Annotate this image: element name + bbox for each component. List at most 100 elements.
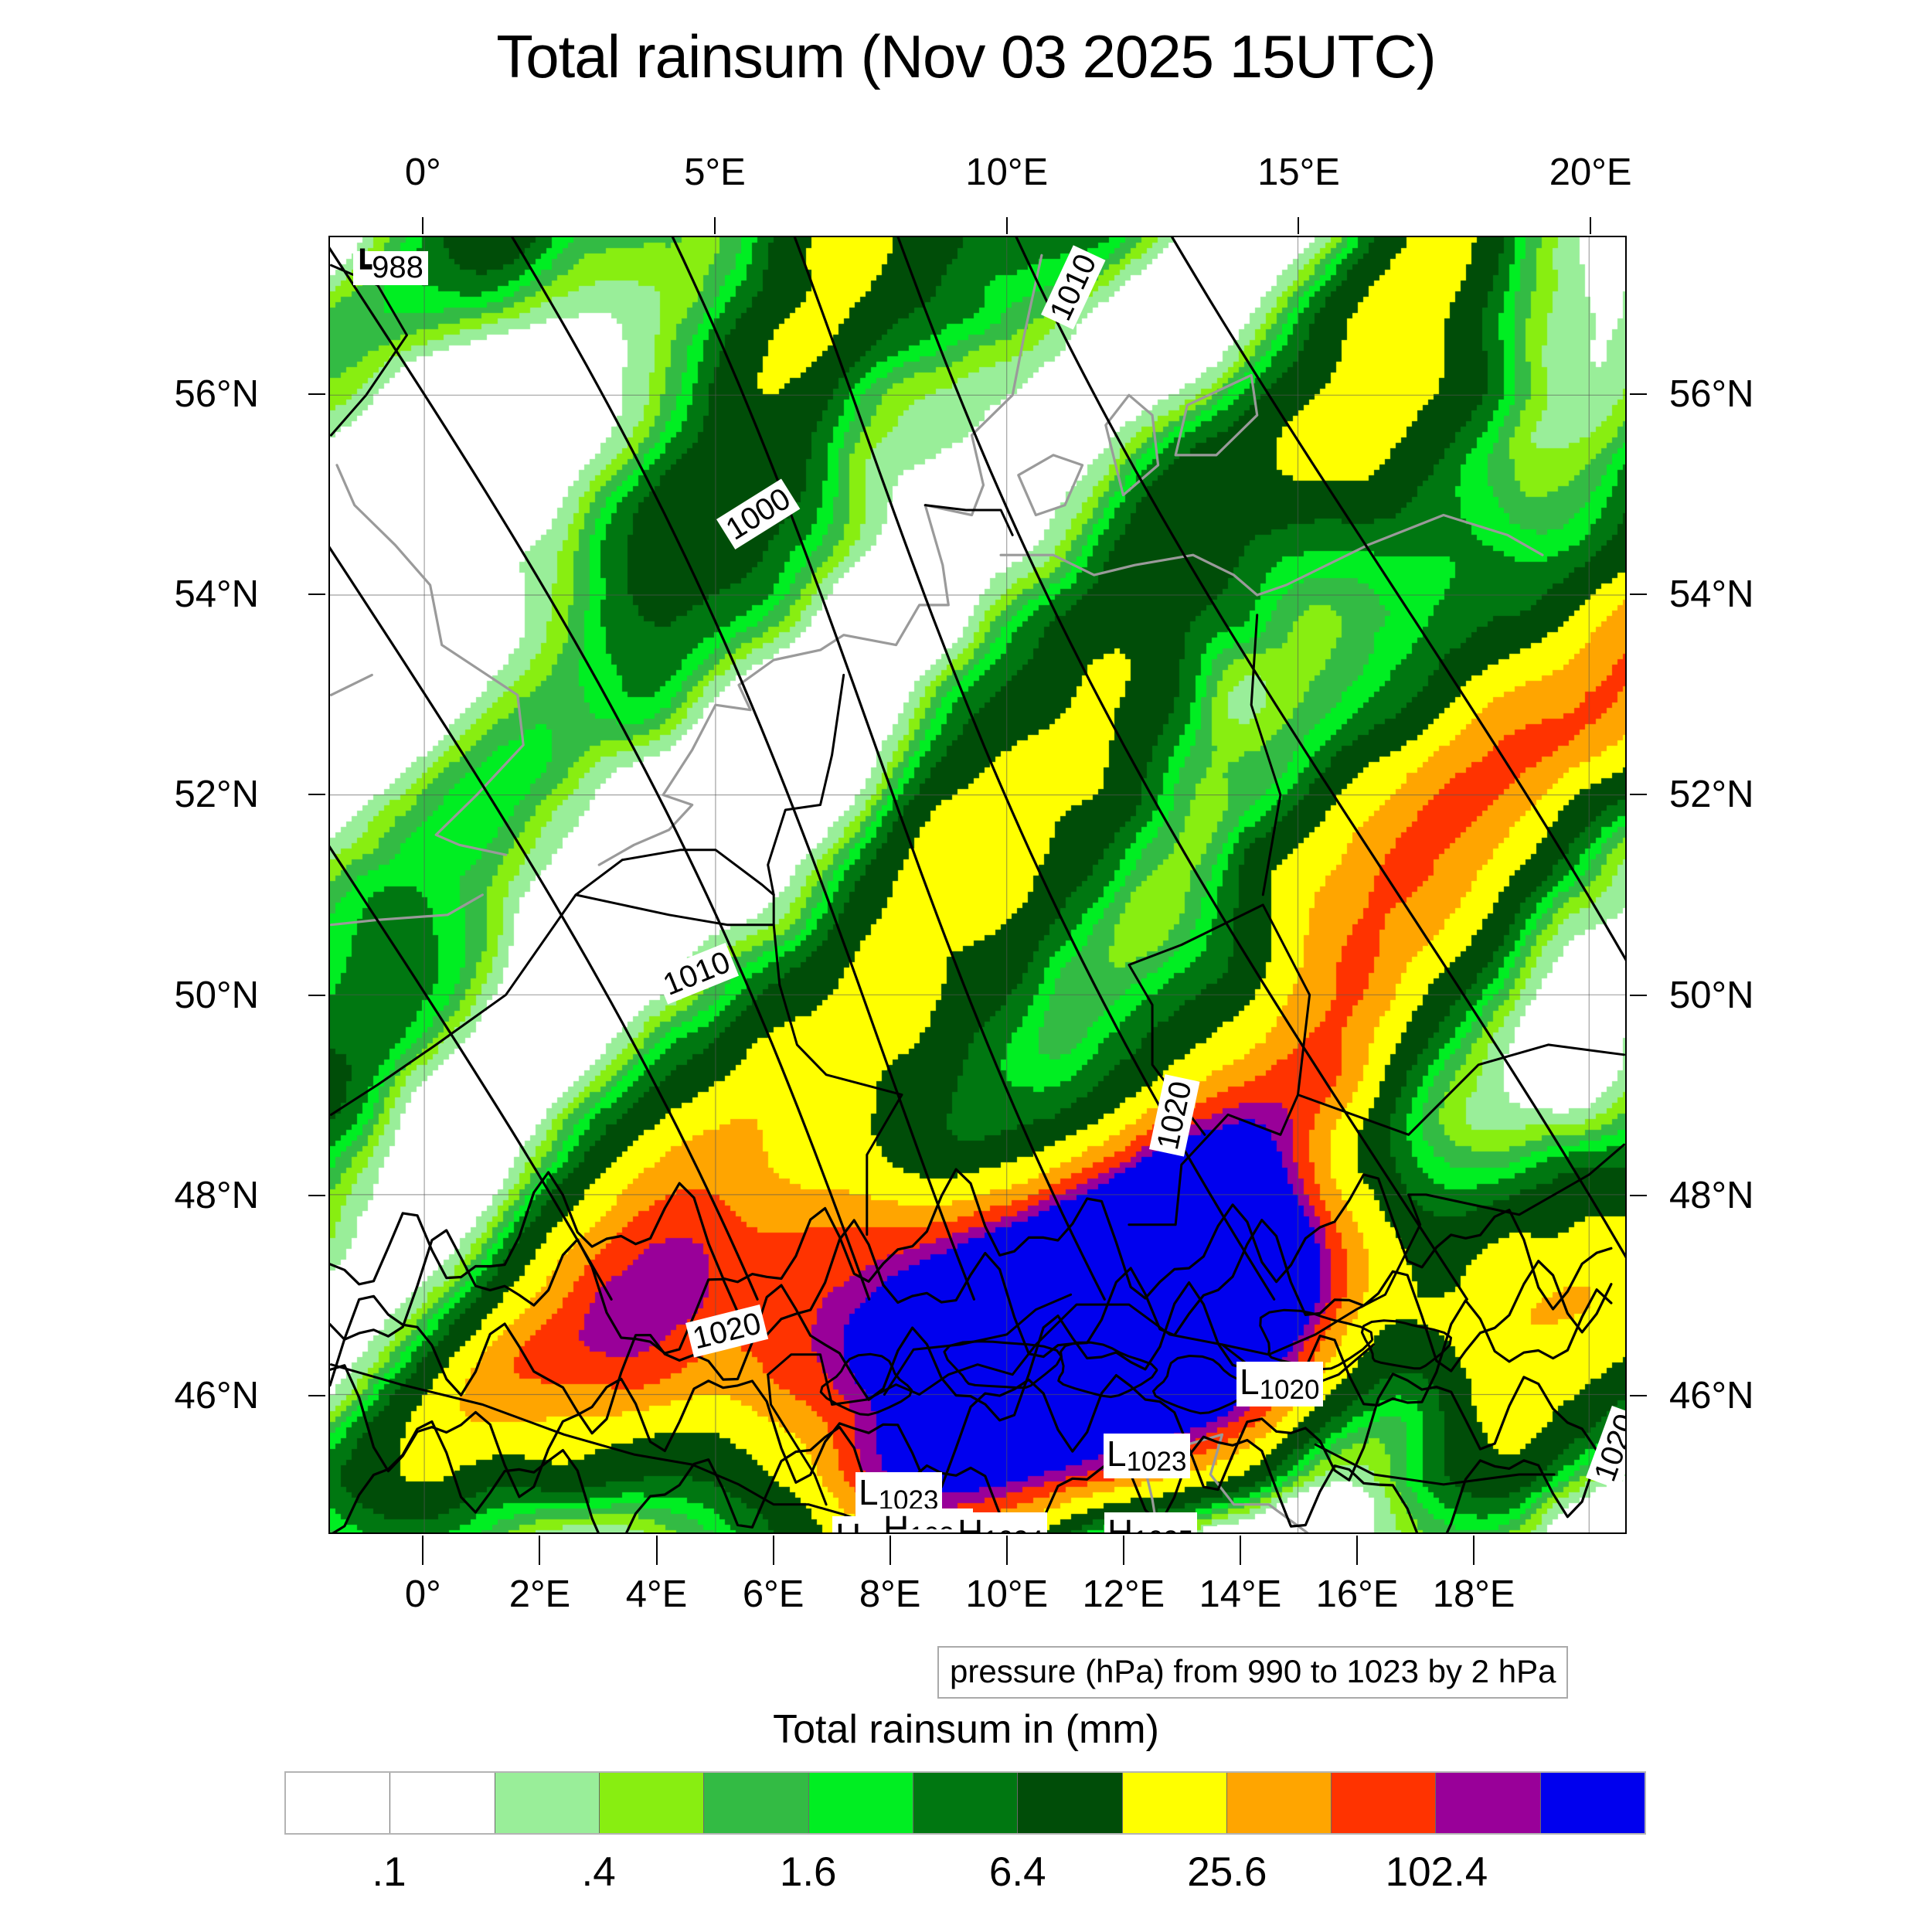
pressure-marker-type: L xyxy=(859,1472,879,1512)
lat-right-label-5: 46°N xyxy=(1669,1375,1754,1417)
colorbar[interactable] xyxy=(284,1771,1646,1835)
pressure-marker-h-1024-7: H1024 xyxy=(954,1512,1048,1532)
lat-right-label-1: 54°N xyxy=(1669,573,1754,616)
pressure-marker-l-1021-16: L1021 xyxy=(1203,1526,1291,1532)
isobar-north-6 xyxy=(896,237,1468,1301)
pressure-marker-type: H xyxy=(835,1516,861,1532)
lon-bottom-tick-2 xyxy=(655,1536,658,1565)
colorbar-segment-12[interactable] xyxy=(1540,1773,1645,1833)
lon-bottom-tick-8 xyxy=(1356,1536,1358,1565)
isobar-north-4 xyxy=(671,237,1106,1301)
coastline-7 xyxy=(330,673,373,696)
isobar-north-0 xyxy=(330,845,613,1301)
lon-top-label-4: 20°E xyxy=(1549,151,1632,193)
pressure-marker-type: L xyxy=(1206,1526,1226,1532)
lon-bottom-tick-5 xyxy=(1005,1536,1008,1565)
isobar-north-8 xyxy=(1171,237,1625,961)
map-plot-area[interactable]: ┗9881000101010101020102010201020H1023L10… xyxy=(328,236,1627,1534)
pressure-marker-l-1023-15: L1023 xyxy=(1104,1434,1191,1478)
colorbar-segment-3[interactable] xyxy=(599,1773,705,1833)
lon-top-label-3: 15°E xyxy=(1257,151,1340,193)
country-border-13 xyxy=(767,1373,828,1506)
pressure-marker-h-1024-5: H1024 xyxy=(892,1529,985,1532)
lat-left-label-0: 56°N xyxy=(174,372,259,415)
lon-bottom-tick-3 xyxy=(772,1536,774,1565)
lat-right-tick-4 xyxy=(1630,1194,1647,1196)
colorbar-title: Total rainsum in (mm) xyxy=(773,1707,1159,1752)
isobar-cell-4 xyxy=(819,1352,913,1417)
country-border-5 xyxy=(330,859,624,1116)
colorbar-segment-8[interactable] xyxy=(1122,1773,1227,1833)
pressure-marker-l-1020-17: L1020 xyxy=(1236,1362,1324,1406)
country-border-0 xyxy=(330,1363,886,1531)
colorbar-tick-label-2: 1.6 xyxy=(779,1849,837,1895)
colorbar-tick-label-1: .4 xyxy=(581,1849,616,1895)
lon-top-label-0: 0° xyxy=(404,151,441,193)
lon-top-label-1: 5°E xyxy=(684,151,746,193)
pressure-marker-value: 1020 xyxy=(1259,1375,1320,1405)
colorbar-segment-1[interactable] xyxy=(390,1773,495,1833)
isobar-cell-3 xyxy=(1259,1308,1374,1370)
lon-top-label-2: 10°E xyxy=(965,151,1049,193)
country-border-9 xyxy=(1407,1143,1625,1216)
lat-left-label-2: 52°N xyxy=(174,774,259,816)
lat-right-label-3: 50°N xyxy=(1669,974,1754,1016)
lon-bottom-label-3: 6°E xyxy=(742,1573,804,1615)
colorbar-segment-9[interactable] xyxy=(1226,1773,1332,1833)
colorbar-segment-10[interactable] xyxy=(1332,1773,1437,1833)
lat-right-tick-1 xyxy=(1630,594,1647,596)
country-border-14 xyxy=(883,1293,1073,1396)
country-border-2 xyxy=(767,673,903,1236)
isobar-cell-2 xyxy=(1152,1355,1251,1415)
lat-left-tick-1 xyxy=(308,594,325,596)
colorbar-segment-0[interactable] xyxy=(286,1773,391,1833)
isobar-south-4 xyxy=(330,1168,1613,1311)
lon-top-tick-4 xyxy=(1590,217,1592,234)
pressure-marker-type: L xyxy=(1107,1434,1127,1474)
colorbar-segment-11[interactable] xyxy=(1436,1773,1541,1833)
pressure-marker-value: 1024 xyxy=(983,1526,1043,1532)
colorbar-segment-6[interactable] xyxy=(913,1773,1019,1833)
colorbar-tick-label-4: 25.6 xyxy=(1187,1849,1267,1895)
pressure-caption: pressure (hPa) from 990 to 1023 by 2 hPa xyxy=(937,1646,1569,1699)
lon-bottom-tick-0 xyxy=(422,1536,424,1565)
lon-bottom-tick-4 xyxy=(889,1536,891,1565)
colorbar-segment-2[interactable] xyxy=(495,1773,600,1833)
country-border-11 xyxy=(1314,1443,1556,1486)
colorbar-segment-7[interactable] xyxy=(1018,1773,1123,1833)
lon-bottom-tick-1 xyxy=(539,1536,541,1565)
coastline-3 xyxy=(1104,393,1160,497)
lat-left-tick-4 xyxy=(308,1194,325,1196)
lat-left-label-3: 50°N xyxy=(174,974,259,1016)
isobar-south-1 xyxy=(330,1281,1613,1435)
lat-left-label-5: 46°N xyxy=(174,1375,259,1417)
coastline-4 xyxy=(1174,373,1259,457)
pressure-marker-value: 1025 xyxy=(1133,1526,1193,1532)
lon-bottom-label-7: 14°E xyxy=(1199,1573,1282,1615)
colorbar-tick-label-3: 6.4 xyxy=(988,1849,1046,1895)
lat-right-tick-0 xyxy=(1630,393,1647,395)
isobar-south-3 xyxy=(332,1420,1613,1532)
isobar-cell-1 xyxy=(1057,1341,1158,1399)
isobar-north-3 xyxy=(511,237,975,1301)
lat-right-label-4: 48°N xyxy=(1669,1174,1754,1216)
isobar-north-5 xyxy=(793,237,1276,1301)
overlay-contours-and-borders xyxy=(330,237,1625,1532)
lon-bottom-tick-7 xyxy=(1239,1536,1241,1565)
coastline-2 xyxy=(1017,454,1084,517)
lon-bottom-label-8: 16°E xyxy=(1315,1573,1399,1615)
colorbar-segment-5[interactable] xyxy=(808,1773,913,1833)
lon-bottom-label-2: 4°E xyxy=(625,1573,688,1615)
country-border-3 xyxy=(1128,903,1311,1226)
colorbar-tick-label-0: .1 xyxy=(372,1849,406,1895)
isobar-south-2 xyxy=(330,1364,1613,1498)
contour-bracket-icon: ┗ xyxy=(353,250,372,284)
precipitation-field xyxy=(330,237,1625,1532)
pressure-marker-type: H xyxy=(883,1509,910,1534)
coastline-0 xyxy=(597,253,1043,866)
colorbar-segment-4[interactable] xyxy=(704,1773,809,1833)
pressure-marker-type: H xyxy=(1107,1512,1134,1534)
country-border-7 xyxy=(621,849,775,896)
coastline-1 xyxy=(999,513,1544,597)
